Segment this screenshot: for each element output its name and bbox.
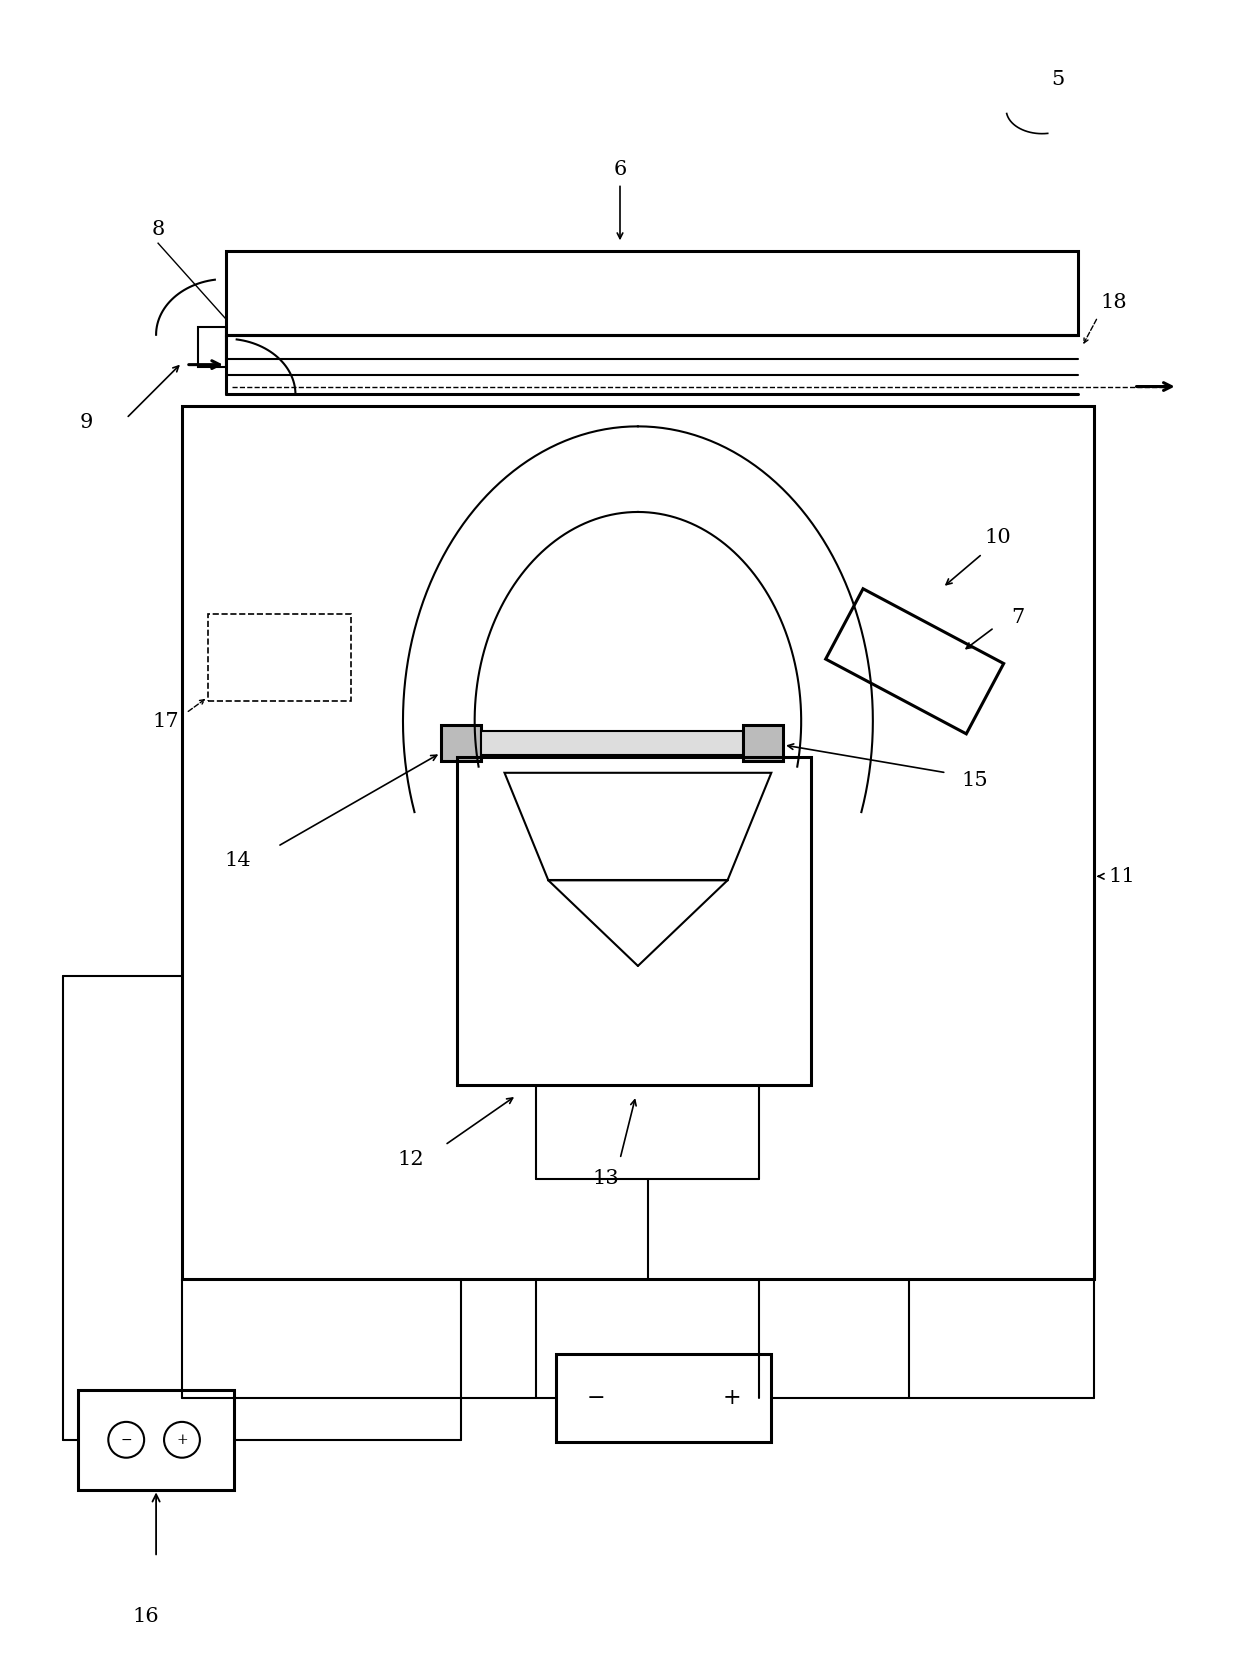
Text: 17: 17 xyxy=(153,711,180,731)
Text: −: − xyxy=(120,1432,131,1447)
Text: +: + xyxy=(722,1387,740,1409)
Bar xyxy=(208,614,351,701)
Bar xyxy=(78,1390,233,1489)
Text: 15: 15 xyxy=(961,771,988,790)
Bar xyxy=(744,724,784,761)
Text: 11: 11 xyxy=(1109,867,1135,885)
Bar xyxy=(481,731,744,755)
Text: 12: 12 xyxy=(398,1149,424,1169)
Text: 14: 14 xyxy=(224,850,250,870)
Text: 9: 9 xyxy=(79,413,93,433)
Text: 13: 13 xyxy=(593,1169,620,1189)
Text: 6: 6 xyxy=(614,159,626,179)
Text: +: + xyxy=(176,1432,187,1447)
Bar xyxy=(557,1355,771,1442)
Bar xyxy=(226,252,1078,335)
Bar xyxy=(198,327,226,367)
Text: −: − xyxy=(587,1387,605,1409)
Text: 5: 5 xyxy=(1052,70,1065,89)
Text: 18: 18 xyxy=(1100,293,1127,312)
Bar xyxy=(182,406,1094,1278)
Text: 8: 8 xyxy=(151,220,165,238)
Bar xyxy=(440,724,481,761)
Bar xyxy=(456,756,811,1085)
Text: 10: 10 xyxy=(985,528,1012,547)
Text: 7: 7 xyxy=(1012,609,1024,627)
Text: 16: 16 xyxy=(133,1608,160,1627)
